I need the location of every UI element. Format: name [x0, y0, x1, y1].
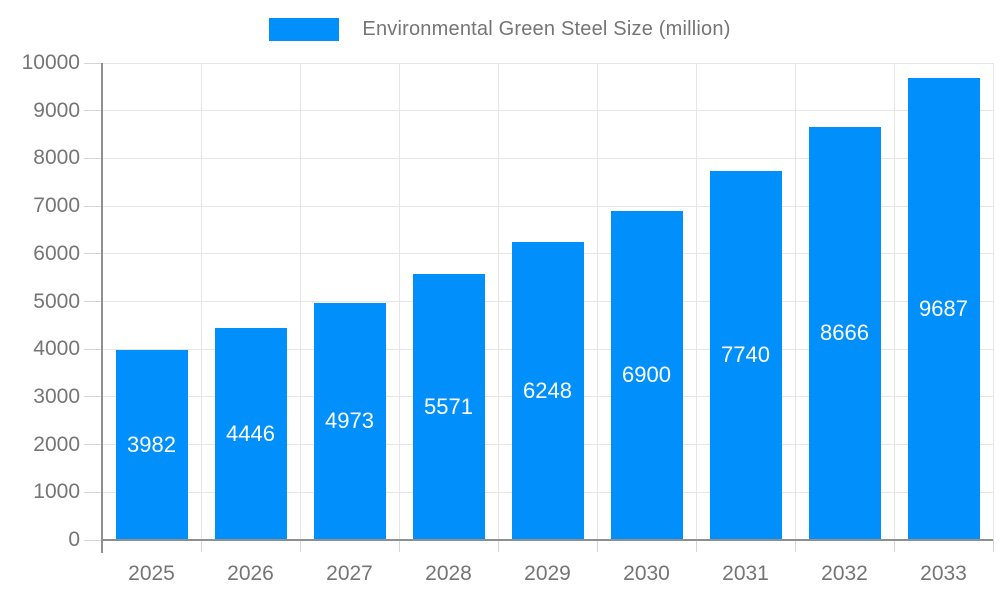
- x-axis-tick: [893, 540, 895, 552]
- legend: Environmental Green Steel Size (million): [0, 18, 1000, 41]
- gridline-vertical: [695, 63, 697, 540]
- y-axis-tick: [84, 491, 102, 493]
- bar-value-label: 3982: [127, 432, 176, 458]
- gridline-vertical: [299, 63, 301, 540]
- x-axis-tick: [992, 540, 994, 552]
- bar: [709, 170, 782, 540]
- x-tick-label: 2025: [128, 562, 175, 585]
- y-axis-tick: [84, 396, 102, 398]
- y-axis-tick: [84, 62, 102, 64]
- bar: [511, 241, 584, 540]
- bar-value-label: 8666: [820, 320, 869, 346]
- bar-value-label: 5571: [424, 394, 473, 420]
- x-tick-label: 2026: [227, 562, 274, 585]
- gridline-vertical: [200, 63, 202, 540]
- y-tick-label: 9000: [33, 98, 80, 122]
- y-axis-line: [101, 63, 103, 553]
- gridline-vertical: [794, 63, 796, 540]
- x-axis-tick: [596, 540, 598, 552]
- y-tick-label: 4000: [33, 337, 80, 361]
- x-axis-line: [102, 539, 993, 541]
- y-axis-tick: [84, 444, 102, 446]
- x-axis-tick: [497, 540, 499, 552]
- bar-value-label: 6900: [622, 362, 671, 388]
- bar: [610, 210, 683, 540]
- bar: [907, 77, 980, 540]
- bar-value-label: 4973: [325, 408, 374, 434]
- y-axis-tick: [84, 205, 102, 207]
- x-tick-label: 2027: [326, 562, 373, 585]
- x-axis-tick: [299, 540, 301, 552]
- x-tick-label: 2029: [524, 562, 571, 585]
- gridline-vertical: [893, 63, 895, 540]
- y-axis-tick: [84, 301, 102, 302]
- gridline-vertical: [992, 63, 994, 540]
- bar-value-label: 9687: [919, 295, 968, 321]
- y-tick-label: 7000: [33, 194, 80, 218]
- bar-value-label: 7740: [721, 342, 770, 368]
- bar-value-label: 4446: [226, 420, 275, 446]
- x-tick-label: 2028: [425, 562, 472, 585]
- bar-value-label: 6248: [523, 377, 572, 403]
- y-tick-label: 1000: [33, 480, 80, 504]
- y-axis-tick: [84, 253, 102, 255]
- legend-swatch[interactable]: [269, 18, 340, 41]
- x-tick-label: 2030: [623, 562, 670, 585]
- x-axis-tick: [200, 540, 202, 552]
- bar: [412, 274, 485, 540]
- gridline-vertical: [398, 63, 400, 540]
- gridline-vertical: [596, 63, 598, 540]
- x-axis-tick: [794, 540, 796, 552]
- y-tick-label: 0: [68, 528, 80, 551]
- x-tick-label: 2033: [920, 562, 967, 585]
- y-axis-tick: [84, 348, 102, 350]
- y-tick-label: 3000: [33, 384, 80, 408]
- x-axis-tick: [398, 540, 400, 552]
- y-tick-label: 8000: [33, 146, 80, 170]
- legend-label[interactable]: Environmental Green Steel Size (million): [362, 18, 731, 40]
- gridline-vertical: [497, 63, 499, 540]
- y-axis-tick: [84, 539, 102, 541]
- bar: [115, 350, 188, 540]
- x-axis-tick: [695, 540, 697, 552]
- x-tick-label: 2031: [722, 562, 769, 585]
- y-axis-tick: [84, 110, 102, 112]
- y-axis-tick: [84, 157, 102, 159]
- gridline-horizontal: [102, 205, 993, 207]
- gridline-horizontal: [102, 62, 993, 64]
- bar: [808, 126, 881, 540]
- y-tick-label: 2000: [33, 432, 80, 456]
- y-tick-label: 10000: [21, 51, 80, 74]
- y-tick-label: 5000: [33, 289, 80, 313]
- gridline-horizontal: [102, 110, 993, 112]
- bar: [313, 302, 386, 540]
- gridline-horizontal: [102, 157, 993, 159]
- bar: [214, 327, 287, 540]
- y-tick-label: 6000: [33, 241, 80, 265]
- x-tick-label: 2032: [821, 562, 868, 585]
